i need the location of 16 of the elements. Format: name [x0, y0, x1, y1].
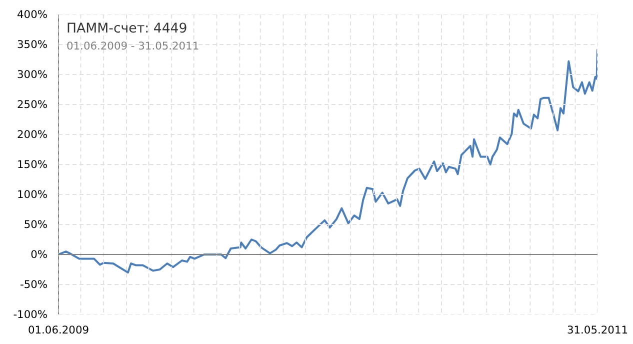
x-tick-label: 01.06.2009 — [28, 324, 90, 336]
y-tick-label: 350% — [17, 38, 48, 51]
text: ПАММ-счет: 4449 — [66, 22, 188, 36]
y-tick-label: -100% — [13, 308, 48, 321]
y-tick-label: 100% — [17, 188, 48, 201]
y-tick-label: 0% — [30, 248, 48, 261]
y-tick-label: 150% — [17, 158, 48, 171]
y-tick-label: 50% — [24, 218, 48, 231]
y-tick-label: 400% — [17, 8, 48, 21]
line-series — [58, 48, 598, 274]
y-tick-label: 200% — [17, 128, 48, 141]
x-tick-label: 31.05.2011 — [566, 324, 628, 336]
text: 01.06.2009 - 31.05.2011 — [66, 40, 200, 52]
y-tick-label: -50% — [20, 278, 48, 291]
y-tick-label: 250% — [17, 98, 48, 111]
y-tick-label: 300% — [17, 68, 48, 81]
